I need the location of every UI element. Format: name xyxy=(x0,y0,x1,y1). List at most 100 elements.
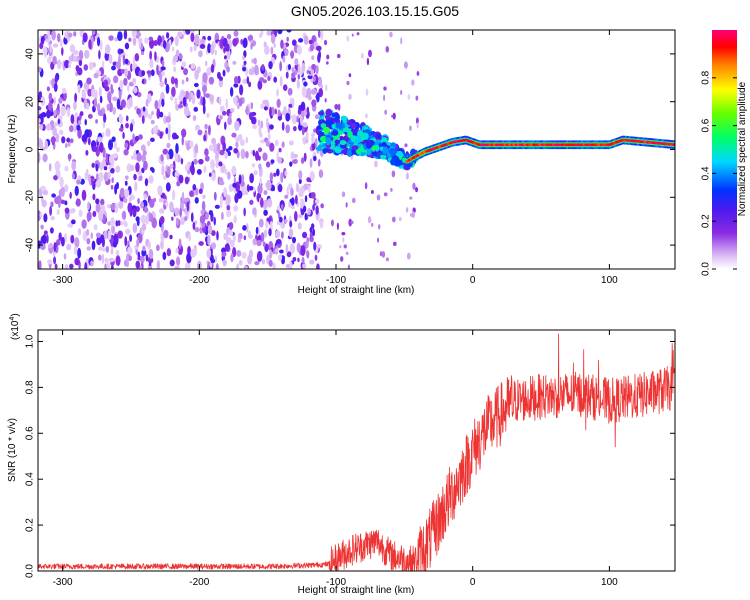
heatmap-cell xyxy=(166,248,172,257)
heatmap-cell xyxy=(325,108,333,117)
heatmap-cell xyxy=(326,54,330,60)
heatmap-cell xyxy=(304,195,308,203)
heatmap-cell xyxy=(276,98,281,108)
spectrogram-y-tick-label: 40 xyxy=(25,48,36,60)
heatmap-cell xyxy=(262,99,268,105)
heatmap-cell xyxy=(47,259,53,265)
heatmap-cell xyxy=(91,89,97,98)
heatmap-cell xyxy=(267,132,271,141)
heatmap-cell xyxy=(307,184,311,194)
heatmap-cell xyxy=(149,198,155,208)
heatmap-cell xyxy=(50,136,56,144)
heatmap-cell xyxy=(219,180,225,186)
heatmap-cell xyxy=(302,231,308,239)
heatmap-cell xyxy=(309,231,313,240)
heatmap-cell xyxy=(113,233,117,245)
heatmap-cell xyxy=(163,229,169,239)
heatmap-cell xyxy=(171,46,175,52)
heatmap-cell xyxy=(392,112,396,120)
heatmap-cell xyxy=(53,175,58,181)
heatmap-cell xyxy=(64,59,70,69)
heatmap-cell xyxy=(197,129,203,136)
heatmap-cell xyxy=(186,252,192,264)
heatmap-cell xyxy=(405,206,409,213)
heatmap-cell xyxy=(69,263,74,269)
heatmap-cell xyxy=(134,135,140,142)
heatmap-cell xyxy=(104,263,107,269)
heatmap-cell xyxy=(262,199,268,210)
heatmap-cell xyxy=(364,182,368,190)
heatmap-cell xyxy=(247,254,253,265)
heatmap-cell xyxy=(78,209,83,217)
heatmap-cell xyxy=(95,232,101,238)
heatmap-cell xyxy=(306,250,310,259)
snr-y-multiplier: (x104) xyxy=(9,313,21,340)
heatmap-cell xyxy=(308,39,313,45)
heatmap-cell xyxy=(106,204,112,209)
heatmap-cell xyxy=(257,184,263,194)
heatmap-cell xyxy=(314,114,319,120)
heatmap-cell xyxy=(250,102,254,110)
heatmap-cell xyxy=(201,200,206,212)
heatmap-cell xyxy=(236,249,242,257)
heatmap-cell xyxy=(242,225,247,231)
heatmap-cell xyxy=(184,90,190,100)
heatmap-cell xyxy=(245,105,249,116)
heatmap-cell xyxy=(122,210,127,221)
heatmap-cell xyxy=(306,106,310,114)
heatmap-cell xyxy=(176,256,181,266)
heatmap-cell xyxy=(404,143,408,148)
heatmap-cell xyxy=(297,109,302,115)
heatmap-cell xyxy=(210,159,215,170)
heatmap-cell xyxy=(326,119,333,127)
heatmap-cell xyxy=(255,226,259,235)
heatmap-cell xyxy=(101,253,105,264)
heatmap-cell xyxy=(196,124,200,130)
heatmap-cell xyxy=(67,32,73,38)
heatmap-cell xyxy=(122,54,126,66)
heatmap-cell xyxy=(175,49,180,57)
heatmap-cell xyxy=(303,183,309,191)
heatmap-cell xyxy=(170,95,174,101)
heatmap-cell xyxy=(247,230,252,239)
heatmap-cell xyxy=(219,149,225,156)
heatmap-cell xyxy=(345,202,348,208)
heatmap-cell xyxy=(186,111,191,116)
heatmap-cell xyxy=(124,58,129,65)
heatmap-cell xyxy=(323,39,328,46)
spectrogram-y-tick-label: 20 xyxy=(25,96,36,108)
heatmap-cell xyxy=(224,169,228,175)
heatmap-cell xyxy=(76,179,81,185)
heatmap-cell xyxy=(214,255,218,263)
heatmap-cell xyxy=(245,223,249,233)
heatmap-cell xyxy=(334,139,341,145)
heatmap-cell xyxy=(368,49,372,58)
heatmap-cell xyxy=(282,84,288,92)
heatmap-cell xyxy=(190,212,194,223)
heatmap-cell xyxy=(98,246,104,251)
heatmap-cell xyxy=(242,37,248,49)
heatmap-cell xyxy=(70,234,75,244)
heatmap-cell xyxy=(324,98,327,103)
heatmap-cell xyxy=(117,230,123,239)
heatmap-cell xyxy=(296,45,302,55)
heatmap-cell xyxy=(257,80,263,90)
heatmap-cell xyxy=(265,140,271,147)
heatmap-cell xyxy=(88,61,94,71)
heatmap-cell xyxy=(251,65,255,76)
heatmap-cell xyxy=(102,158,106,167)
heatmap-cell xyxy=(133,86,138,94)
heatmap-cell xyxy=(203,165,207,173)
heatmap-cell xyxy=(181,79,185,85)
heatmap-cell xyxy=(179,207,183,218)
heatmap-cell xyxy=(289,243,296,255)
heatmap-cell xyxy=(224,121,227,131)
heatmap-cell xyxy=(96,236,102,246)
heatmap-cell xyxy=(283,49,289,57)
heatmap-cell xyxy=(115,181,119,190)
heatmap-cell xyxy=(119,79,124,91)
heatmap-cell xyxy=(105,152,109,164)
heatmap-cell xyxy=(108,35,114,41)
heatmap-cell xyxy=(268,228,272,237)
heatmap-cell xyxy=(269,106,272,118)
